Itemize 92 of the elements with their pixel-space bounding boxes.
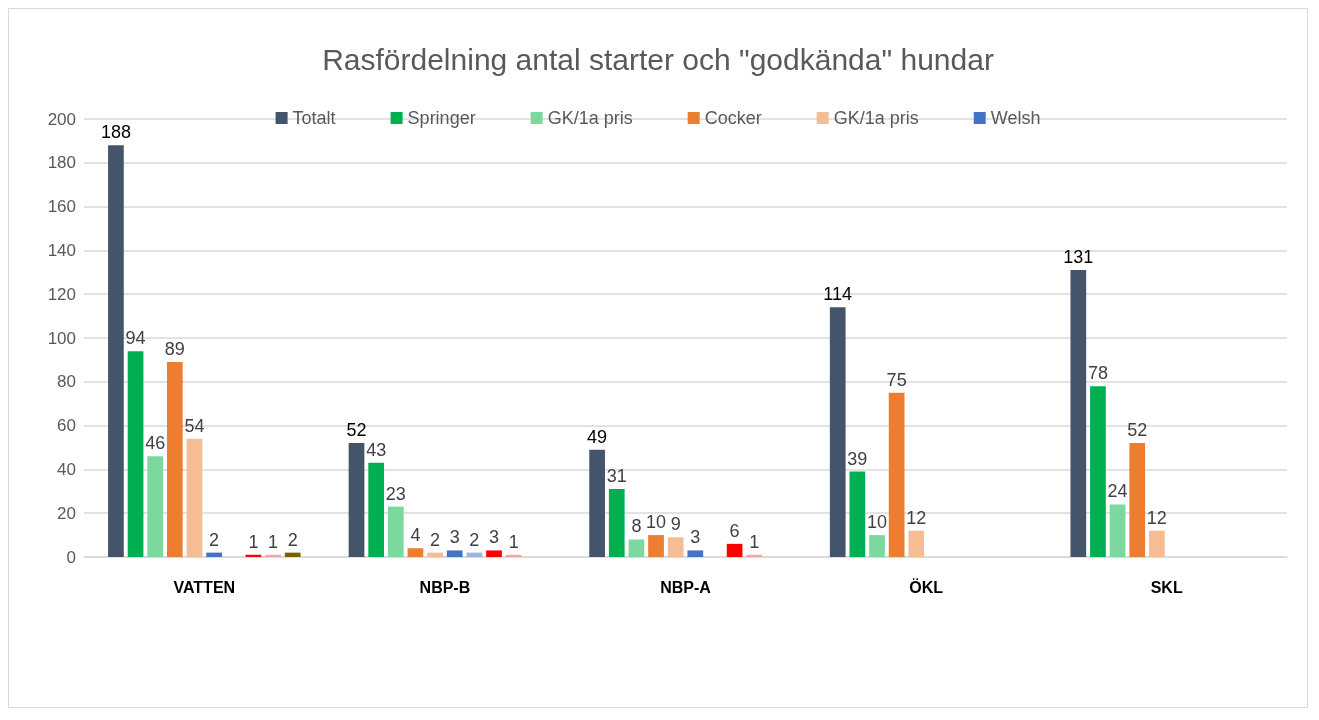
data-label: 3 bbox=[690, 527, 701, 548]
y-tick-label: 200 bbox=[47, 109, 76, 129]
y-tick-label: 100 bbox=[47, 328, 76, 348]
y-tick-label: 0 bbox=[66, 547, 76, 567]
bar bbox=[1070, 270, 1087, 557]
bar bbox=[206, 552, 222, 557]
data-label: 3 bbox=[488, 527, 500, 548]
data-label: 1 bbox=[749, 531, 760, 552]
bar bbox=[1090, 386, 1106, 557]
bar bbox=[628, 539, 645, 557]
y-tick-label: 20 bbox=[57, 503, 76, 523]
bar bbox=[869, 535, 885, 557]
data-label: 49 bbox=[587, 426, 608, 447]
bar bbox=[147, 456, 164, 557]
legend-label: GK/1a pris bbox=[547, 108, 633, 128]
bar bbox=[667, 537, 684, 557]
bar bbox=[1149, 530, 1165, 557]
data-label: 4 bbox=[410, 525, 421, 546]
bar bbox=[486, 550, 502, 557]
legend-label: Springer bbox=[407, 108, 476, 128]
bar bbox=[284, 552, 301, 557]
bar bbox=[427, 552, 443, 557]
bar bbox=[166, 362, 183, 557]
data-label: 10 bbox=[866, 512, 888, 533]
bar bbox=[265, 554, 281, 557]
y-tick-label: 120 bbox=[47, 284, 76, 304]
bar bbox=[108, 145, 124, 557]
data-label: 2 bbox=[287, 529, 298, 550]
data-label: 31 bbox=[606, 466, 627, 487]
data-label: 2 bbox=[469, 529, 480, 550]
data-label: 39 bbox=[847, 448, 868, 469]
data-label: 94 bbox=[125, 328, 146, 349]
data-label: 114 bbox=[823, 284, 853, 305]
data-label: 89 bbox=[164, 339, 185, 360]
data-label: 52 bbox=[1127, 420, 1148, 441]
bar bbox=[127, 351, 144, 557]
bar bbox=[648, 535, 664, 557]
y-tick-label: 160 bbox=[47, 197, 76, 217]
bar bbox=[368, 462, 385, 557]
x-tick-label: NBP-B bbox=[419, 578, 471, 596]
bar bbox=[746, 554, 763, 557]
data-label: 12 bbox=[1146, 507, 1167, 528]
data-label: 24 bbox=[1107, 481, 1128, 502]
bar bbox=[726, 543, 743, 557]
data-label: 131 bbox=[1063, 247, 1094, 268]
data-label: 3 bbox=[449, 527, 460, 548]
legend-label: Cocker bbox=[704, 108, 762, 128]
data-label: 23 bbox=[385, 483, 406, 504]
data-label: 75 bbox=[886, 369, 907, 390]
data-label: 54 bbox=[184, 415, 205, 436]
data-label: 12 bbox=[906, 507, 927, 528]
x-tick-label: VATTEN bbox=[173, 578, 236, 596]
x-tick-label: ÖKL bbox=[909, 577, 944, 596]
data-label: 46 bbox=[145, 433, 166, 454]
bar bbox=[908, 530, 925, 557]
data-label: 188 bbox=[100, 122, 131, 143]
bar bbox=[829, 307, 846, 557]
x-tick-label: SKL bbox=[1150, 578, 1183, 596]
bar bbox=[1109, 504, 1126, 557]
bar bbox=[687, 550, 704, 557]
y-tick-label: 180 bbox=[47, 153, 76, 173]
bar bbox=[407, 548, 424, 557]
bar bbox=[589, 449, 605, 557]
bar bbox=[608, 489, 625, 557]
data-label: 10 bbox=[646, 512, 667, 533]
data-label: 78 bbox=[1087, 363, 1108, 384]
y-tick-label: 80 bbox=[57, 372, 76, 392]
chart-title: Rasfördelning antal starter och "godkända" hundar bbox=[322, 42, 994, 76]
legend-label: Welsh bbox=[990, 108, 1041, 128]
data-label: 2 bbox=[209, 529, 220, 550]
y-tick-label: 60 bbox=[57, 416, 76, 436]
bar bbox=[888, 392, 905, 557]
data-label: 2 bbox=[430, 529, 441, 550]
data-label: 1 bbox=[268, 531, 279, 552]
bar bbox=[186, 438, 203, 557]
data-label: 9 bbox=[670, 514, 681, 535]
bar bbox=[1129, 443, 1146, 557]
bar bbox=[446, 550, 463, 557]
data-label: 6 bbox=[729, 520, 740, 541]
legend-label: GK/1a pris bbox=[833, 108, 919, 128]
data-label: 1 bbox=[508, 531, 519, 552]
x-tick-label: NBP-A bbox=[660, 578, 712, 596]
bar bbox=[348, 443, 365, 557]
bar bbox=[387, 506, 404, 557]
y-tick-label: 140 bbox=[47, 240, 76, 260]
data-label: 1 bbox=[248, 531, 259, 552]
bar bbox=[849, 471, 866, 557]
legend-label: Totalt bbox=[292, 108, 336, 128]
data-label: 43 bbox=[366, 439, 387, 460]
y-tick-label: 40 bbox=[57, 459, 76, 479]
data-label: 52 bbox=[346, 420, 367, 441]
data-label: 8 bbox=[631, 516, 642, 537]
